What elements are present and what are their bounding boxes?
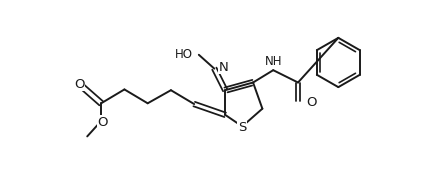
Text: O: O [306, 96, 316, 109]
Text: O: O [97, 116, 108, 129]
Text: HO: HO [175, 48, 193, 61]
Text: O: O [74, 78, 85, 91]
Text: S: S [238, 121, 246, 134]
Text: N: N [219, 61, 229, 74]
Text: NH: NH [264, 55, 282, 68]
